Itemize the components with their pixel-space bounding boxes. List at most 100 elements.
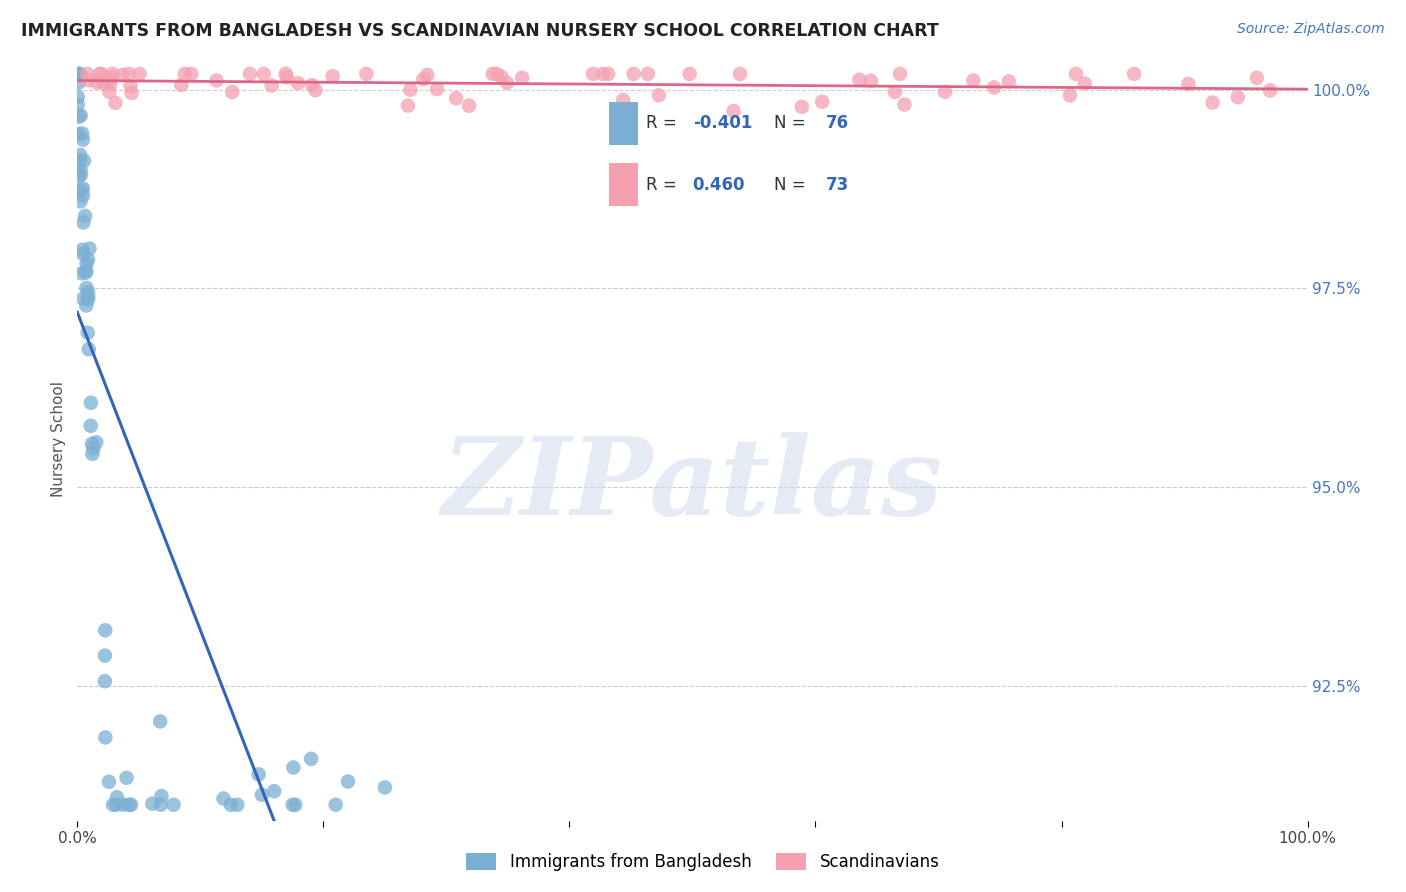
Point [1246,70,1268,85]
Point [884,85,907,99]
Point [111,68,134,82]
Point [98,77,121,91]
Point [101,797,124,812]
Point [374,780,396,795]
Point [72,292,94,306]
Point [105,790,128,805]
Point [679,67,702,81]
Point [94,731,117,745]
Point [66,97,89,112]
Point [80,396,103,410]
Point [76,326,98,340]
Point [444,91,467,105]
Point [304,83,326,97]
Point [150,789,173,803]
Point [98,85,121,99]
Point [75,266,97,280]
Point [76,256,98,270]
Point [212,791,235,805]
Point [72,181,94,195]
Point [281,797,304,812]
Point [75,209,97,223]
Point [998,74,1021,88]
Point [263,784,285,798]
Point [301,78,323,92]
Point [82,437,104,451]
Point [1123,67,1146,81]
Point [510,70,533,85]
Point [253,67,276,81]
Point [250,788,273,802]
Point [121,86,143,100]
Point [70,266,93,280]
Point [67,169,90,183]
Point [180,67,202,81]
Point [596,67,619,81]
Point [67,110,90,124]
Point [496,76,519,90]
Point [219,797,242,812]
Point [723,103,745,118]
Point [173,67,195,81]
Point [120,797,142,812]
Point [70,127,93,141]
Point [69,69,91,83]
Point [648,88,671,103]
Text: IMMIGRANTS FROM BANGLADESH VS SCANDINAVIAN NURSERY SCHOOL CORRELATION CHART: IMMIGRANTS FROM BANGLADESH VS SCANDINAVI… [21,22,939,40]
Point [458,98,481,112]
Point [337,774,360,789]
Point [84,435,107,450]
Point [66,67,89,81]
Point [149,797,172,812]
Point [1177,77,1199,91]
Point [72,246,94,260]
Point [75,298,97,312]
Point [104,95,127,110]
Point [276,70,298,85]
Point [97,774,120,789]
Point [112,797,135,812]
Point [69,148,91,162]
Point [416,68,439,82]
Point [284,797,307,812]
Point [72,243,94,257]
Point [426,82,449,96]
Point [118,797,141,812]
Point [94,624,117,638]
Point [73,153,96,168]
Text: Source: ZipAtlas.com: Source: ZipAtlas.com [1237,22,1385,37]
Point [1258,83,1281,97]
Point [149,714,172,729]
Point [67,67,90,81]
Point [82,447,104,461]
Point [283,760,305,774]
Point [848,72,870,87]
Point [80,418,103,433]
Point [170,78,193,92]
Point [76,67,98,81]
Point [612,93,634,107]
Point [728,67,751,81]
Point [322,69,344,83]
Point [1059,88,1081,103]
Point [412,72,434,87]
Point [485,67,508,81]
Point [274,67,297,81]
Point [983,80,1005,95]
Point [399,83,422,97]
Point [221,85,243,99]
Point [325,797,347,812]
Point [66,128,89,142]
Point [101,67,124,81]
Point [592,67,614,81]
Point [396,98,419,112]
Point [70,184,93,198]
Point [118,67,141,81]
Point [1201,95,1223,110]
Point [86,75,108,89]
Point [287,76,309,90]
Point [77,285,100,300]
Point [76,264,98,278]
Point [67,76,90,90]
Point [72,215,94,229]
